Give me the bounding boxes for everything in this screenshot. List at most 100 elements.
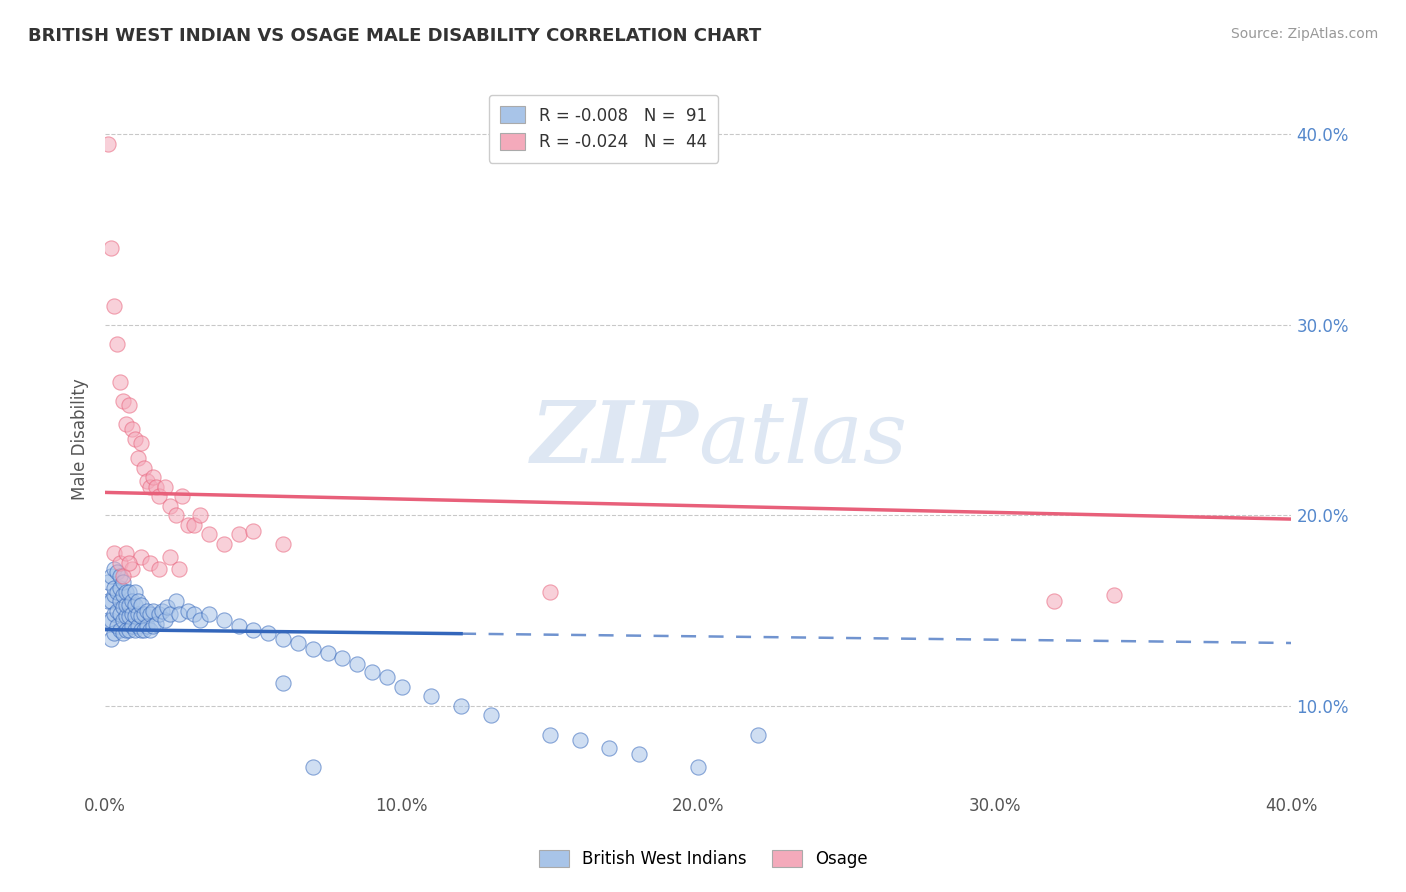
Point bbox=[111, 574, 134, 589]
Point bbox=[159, 607, 181, 622]
Point bbox=[105, 336, 128, 351]
Point bbox=[111, 588, 134, 602]
Point bbox=[105, 619, 128, 633]
Point bbox=[188, 508, 211, 523]
Point bbox=[361, 665, 384, 679]
Point bbox=[148, 489, 170, 503]
Point bbox=[100, 569, 122, 583]
Point bbox=[156, 599, 179, 614]
Point bbox=[115, 598, 138, 612]
Point bbox=[118, 398, 141, 412]
Point bbox=[145, 480, 167, 494]
Point bbox=[138, 607, 160, 622]
Point bbox=[127, 594, 149, 608]
Point bbox=[115, 417, 138, 431]
Point bbox=[108, 569, 131, 583]
Point bbox=[129, 550, 152, 565]
Point bbox=[391, 680, 413, 694]
Point bbox=[188, 613, 211, 627]
Point bbox=[479, 708, 502, 723]
Point bbox=[135, 604, 157, 618]
Point bbox=[97, 594, 120, 608]
Point bbox=[103, 546, 125, 560]
Point bbox=[111, 626, 134, 640]
Point bbox=[105, 604, 128, 618]
Point bbox=[242, 623, 264, 637]
Text: atlas: atlas bbox=[699, 398, 907, 481]
Point bbox=[135, 474, 157, 488]
Point bbox=[177, 517, 200, 532]
Point bbox=[108, 594, 131, 608]
Y-axis label: Male Disability: Male Disability bbox=[72, 378, 89, 500]
Point bbox=[105, 566, 128, 580]
Point bbox=[420, 690, 443, 704]
Point bbox=[127, 451, 149, 466]
Point bbox=[145, 616, 167, 631]
Point bbox=[257, 626, 280, 640]
Point bbox=[301, 760, 323, 774]
Text: ZIP: ZIP bbox=[530, 397, 699, 481]
Point bbox=[124, 432, 146, 446]
Point bbox=[118, 609, 141, 624]
Point bbox=[142, 470, 165, 484]
Point bbox=[346, 657, 368, 671]
Point bbox=[301, 641, 323, 656]
Point bbox=[111, 569, 134, 583]
Point bbox=[598, 740, 620, 755]
Point bbox=[121, 619, 143, 633]
Point bbox=[115, 584, 138, 599]
Text: Source: ZipAtlas.com: Source: ZipAtlas.com bbox=[1230, 27, 1378, 41]
Point bbox=[105, 584, 128, 599]
Point bbox=[108, 581, 131, 595]
Point bbox=[118, 584, 141, 599]
Point bbox=[103, 607, 125, 622]
Point bbox=[159, 499, 181, 513]
Point bbox=[1043, 594, 1066, 608]
Point bbox=[103, 299, 125, 313]
Point bbox=[118, 623, 141, 637]
Point bbox=[127, 607, 149, 622]
Point bbox=[153, 613, 176, 627]
Point bbox=[153, 480, 176, 494]
Point bbox=[121, 562, 143, 576]
Point bbox=[129, 609, 152, 624]
Point bbox=[129, 435, 152, 450]
Point bbox=[121, 594, 143, 608]
Point bbox=[271, 632, 294, 647]
Point bbox=[271, 676, 294, 690]
Point bbox=[142, 604, 165, 618]
Point bbox=[108, 623, 131, 637]
Point bbox=[1102, 588, 1125, 602]
Point bbox=[111, 599, 134, 614]
Point bbox=[118, 598, 141, 612]
Point bbox=[242, 524, 264, 538]
Point bbox=[115, 609, 138, 624]
Point bbox=[135, 619, 157, 633]
Point bbox=[124, 598, 146, 612]
Point bbox=[538, 584, 561, 599]
Point bbox=[169, 607, 191, 622]
Point bbox=[97, 613, 120, 627]
Point bbox=[150, 604, 173, 618]
Point bbox=[688, 760, 710, 774]
Point bbox=[747, 727, 769, 741]
Point bbox=[132, 460, 155, 475]
Point bbox=[287, 636, 309, 650]
Point bbox=[332, 651, 354, 665]
Point bbox=[228, 619, 250, 633]
Point bbox=[138, 556, 160, 570]
Point bbox=[108, 607, 131, 622]
Point bbox=[228, 527, 250, 541]
Point bbox=[100, 632, 122, 647]
Point bbox=[177, 604, 200, 618]
Point bbox=[271, 537, 294, 551]
Point bbox=[148, 607, 170, 622]
Point bbox=[375, 670, 398, 684]
Point bbox=[100, 594, 122, 608]
Point bbox=[100, 241, 122, 255]
Point bbox=[138, 623, 160, 637]
Point bbox=[138, 480, 160, 494]
Point bbox=[100, 613, 122, 627]
Point bbox=[121, 607, 143, 622]
Point bbox=[183, 517, 205, 532]
